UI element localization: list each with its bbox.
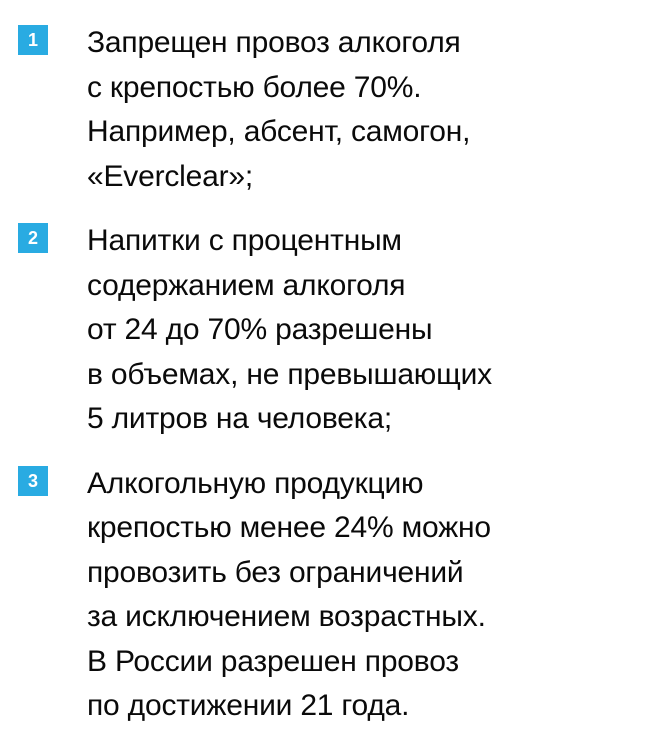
list-item-text: Алкогольную продукцию крепостью менее 24… [87, 466, 491, 723]
list-item-text: Напитки с процентным содержанием алкогол… [87, 224, 492, 435]
list-item-text: Запрещен провоз алкоголя с крепостью бол… [87, 26, 471, 193]
list-item: 1 Запрещен провоз алкоголя с крепостью б… [0, 21, 659, 199]
list-item: 3 Алкогольную продукцию крепостью менее … [0, 462, 659, 729]
list-item-number-badge: 1 [18, 25, 48, 55]
list-item-number-badge: 3 [18, 465, 48, 496]
list-item: 2 Напитки с процентным содержанием алког… [0, 219, 659, 442]
list-item-number-badge: 2 [18, 223, 48, 253]
